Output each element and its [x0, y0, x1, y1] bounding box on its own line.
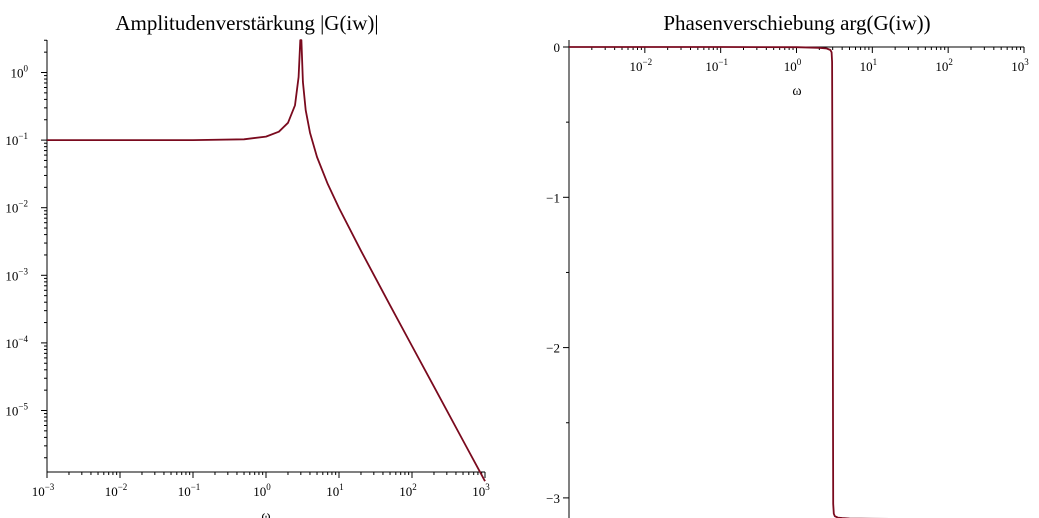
amplitude-chart: Amplitudenverstärkung |G(iw)| ω 10−3 10−2… — [5, 11, 490, 518]
phase-y-tick-label: −1 — [546, 190, 560, 205]
phase-y-tick-label: 0 — [554, 40, 561, 55]
amplitude-y-tick-label: 10−3 — [5, 266, 28, 283]
amplitude-x-tick-label: 10−2 — [105, 482, 128, 499]
phase-x-axis-label: ω — [792, 84, 801, 99]
amplitude-curve — [47, 39, 486, 482]
amplitude-x-tick-label: 102 — [399, 482, 417, 499]
phase-y-tick-label: −3 — [546, 491, 560, 506]
phase-y-tick-label: −2 — [546, 341, 560, 356]
amplitude-y-tick-label: 10−5 — [5, 402, 28, 419]
amplitude-y-tick-label: 10−2 — [5, 199, 28, 216]
phase-x-tick-label: 10−1 — [705, 57, 728, 74]
phase-x-tick-label: 100 — [784, 57, 802, 74]
amplitude-chart-title: Amplitudenverstärkung |G(iw)| — [115, 11, 378, 35]
phase-curve — [569, 46, 896, 518]
phase-x-tick-label: 103 — [1011, 57, 1029, 74]
amplitude-x-axis-label: ω — [261, 509, 270, 518]
amplitude-x-tick-label: 10−3 — [32, 482, 55, 499]
phase-x-tick-label: 102 — [935, 57, 953, 74]
amplitude-x-tick-label: 103 — [472, 482, 490, 499]
phase-x-tick-label: 10−2 — [630, 57, 653, 74]
phase-chart: Phasenverschiebung arg(G(iw)) ω 10−2 10−1… — [546, 11, 1029, 518]
amplitude-y-tick-label: 10−1 — [5, 131, 28, 148]
amplitude-y-tick-label: 10−4 — [5, 334, 28, 351]
amplitude-x-tick-label: 101 — [326, 482, 344, 499]
amplitude-x-tick-label: 100 — [253, 482, 271, 499]
phase-x-tick-label: 101 — [860, 57, 878, 74]
phase-chart-title: Phasenverschiebung arg(G(iw)) — [663, 11, 930, 35]
amplitude-y-tick-label: 100 — [11, 64, 29, 81]
amplitude-x-tick-label: 10−1 — [178, 482, 201, 499]
